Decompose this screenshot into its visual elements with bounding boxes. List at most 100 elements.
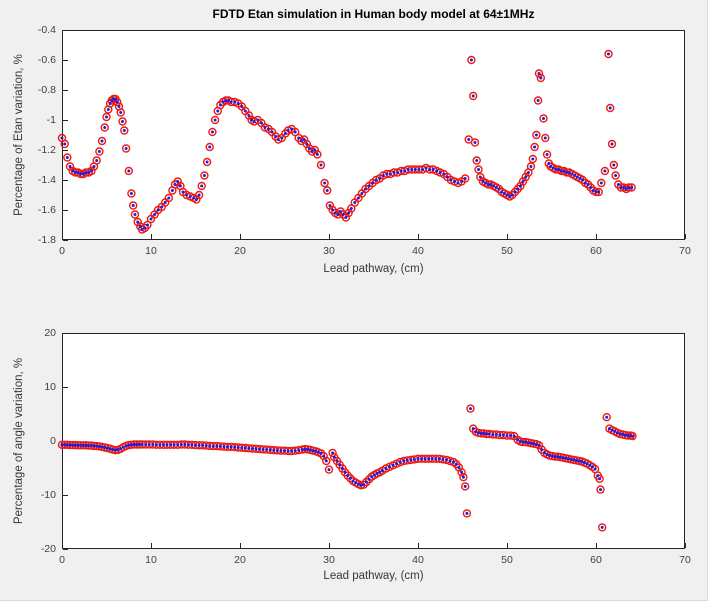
- marker-dot: [618, 432, 622, 436]
- marker-dot: [131, 204, 135, 207]
- y-tick-label: 10: [44, 381, 56, 393]
- marker-dot: [371, 181, 375, 185]
- marker-dot: [344, 216, 348, 219]
- chart-title: FDTD Etan simulation in Human body model…: [212, 7, 535, 21]
- marker-dot: [100, 445, 104, 449]
- marker-dot: [213, 118, 217, 122]
- marker-dot: [596, 474, 600, 478]
- marker-dot: [76, 171, 80, 174]
- y-tick-label: -1.6: [37, 204, 56, 216]
- marker-ring: [534, 69, 544, 78]
- marker-dot: [590, 465, 594, 469]
- marker-dot: [319, 163, 323, 167]
- marker-dot: [449, 178, 453, 182]
- marker-ring: [202, 157, 212, 167]
- marker-dot: [437, 457, 441, 461]
- marker-dot: [92, 165, 96, 168]
- marker-ring: [539, 114, 548, 123]
- marker-dot: [380, 469, 384, 473]
- marker-ring: [607, 139, 617, 149]
- marker-ring: [95, 147, 104, 156]
- marker-ring: [343, 471, 352, 480]
- top-plot-canvas: [57, 30, 686, 241]
- marker-dot: [512, 434, 516, 438]
- marker-dot: [202, 174, 206, 177]
- marker-dot: [565, 171, 569, 174]
- marker-dot: [186, 443, 190, 447]
- marker-dot: [145, 223, 149, 227]
- marker-dot: [585, 462, 589, 466]
- marker-dot: [143, 226, 147, 230]
- marker-dot: [399, 169, 403, 173]
- marker-ring: [526, 162, 536, 171]
- marker-dot: [116, 448, 120, 452]
- marker-dot: [226, 445, 229, 449]
- marker-dot: [331, 208, 335, 212]
- marker-dot: [421, 168, 424, 171]
- marker-dot: [388, 172, 392, 176]
- marker-dot: [272, 448, 276, 452]
- marker-dot: [467, 138, 471, 141]
- marker-dot: [610, 142, 614, 146]
- marker-dot: [185, 193, 189, 197]
- marker-dot: [384, 467, 388, 470]
- marker-dot: [378, 470, 382, 474]
- marker-dot: [87, 444, 91, 448]
- marker-dot: [391, 463, 395, 467]
- marker-dot: [218, 103, 222, 107]
- marker-dot: [197, 193, 201, 197]
- marker-dot: [65, 443, 69, 447]
- marker-dot: [92, 444, 96, 448]
- marker-dot: [240, 446, 244, 450]
- marker-dot: [89, 169, 93, 173]
- y-tick-label: -1.2: [37, 144, 56, 156]
- marker-dot: [395, 462, 399, 466]
- marker-ring: [113, 97, 122, 107]
- marker-dot: [508, 195, 512, 198]
- marker-dot: [340, 467, 344, 470]
- marker-dot: [531, 157, 535, 161]
- marker-dot: [405, 458, 409, 462]
- marker-dot: [582, 461, 586, 465]
- marker-dot: [631, 434, 634, 438]
- marker-dot: [276, 138, 280, 141]
- marker-ring: [102, 112, 111, 122]
- marker-dot: [516, 187, 520, 191]
- marker-ring: [322, 456, 331, 466]
- marker-dot: [274, 135, 278, 138]
- marker-dot: [465, 511, 469, 515]
- marker-dot: [73, 443, 77, 447]
- marker-dot: [409, 458, 413, 462]
- marker-dot: [343, 470, 347, 474]
- marker-dot: [81, 172, 85, 176]
- marker-dot: [610, 428, 614, 432]
- marker-ring: [364, 475, 374, 484]
- marker-ring: [205, 142, 214, 152]
- marker-dot: [492, 184, 496, 188]
- marker-dot: [351, 479, 355, 483]
- marker-dot: [349, 207, 353, 210]
- marker-ring: [516, 181, 525, 191]
- marker-dot: [229, 100, 233, 104]
- marker-dot: [597, 190, 601, 194]
- marker-dot: [578, 177, 582, 180]
- marker-dot: [542, 451, 546, 455]
- marker-dot: [173, 183, 177, 186]
- x-tick-label: 40: [412, 554, 424, 566]
- marker-dot: [626, 434, 630, 438]
- marker-dot: [316, 450, 320, 454]
- marker-ring: [595, 474, 604, 484]
- marker-dot: [378, 177, 382, 180]
- marker-dot: [149, 217, 153, 221]
- marker-dot: [319, 451, 323, 455]
- marker-dot: [194, 443, 197, 447]
- marker-dot: [108, 102, 112, 105]
- marker-dot: [594, 190, 598, 194]
- marker-dot: [97, 444, 101, 448]
- marker-ring: [457, 468, 466, 477]
- marker-dot: [68, 443, 72, 447]
- marker-dot: [586, 183, 590, 186]
- marker-dot: [76, 443, 80, 447]
- marker-dot: [179, 443, 183, 446]
